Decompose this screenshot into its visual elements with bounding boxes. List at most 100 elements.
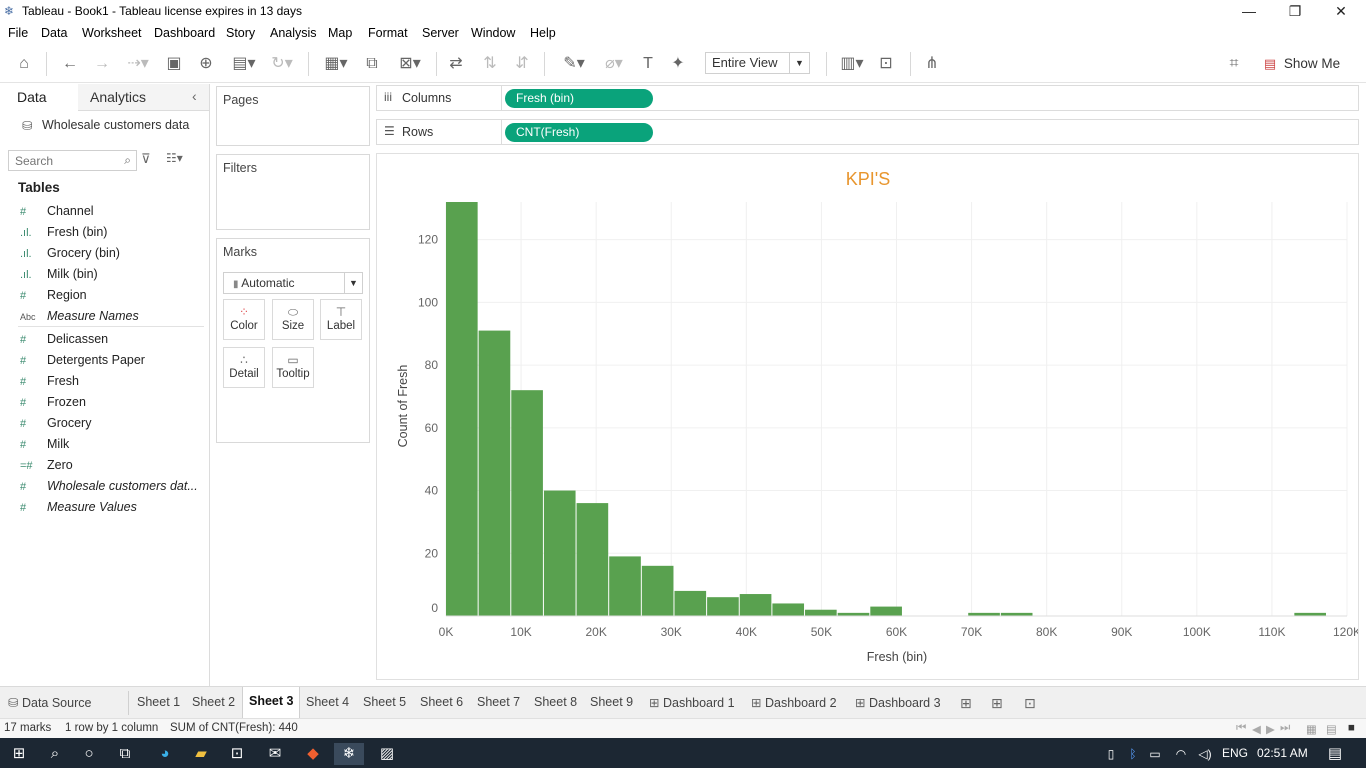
field-item[interactable]: # Milk <box>20 437 205 458</box>
menu-analysis[interactable]: Analysis <box>270 26 317 40</box>
file-explorer-icon[interactable]: ▰ <box>195 745 207 762</box>
show-me-icon[interactable]: ▤ <box>1263 56 1277 71</box>
nav-prev-icon[interactable]: ◀ <box>1252 724 1261 736</box>
pin-icon[interactable]: ✦ <box>671 55 685 72</box>
field-item[interactable]: # Frozen <box>20 395 205 416</box>
view-options-icon[interactable]: ☷▾ <box>166 151 183 165</box>
field-item[interactable]: =# Zero <box>20 458 205 479</box>
pages-card[interactable]: Pages <box>216 86 370 146</box>
language-indicator[interactable]: ENG <box>1222 746 1249 760</box>
replay-icon[interactable]: ⇢▾ <box>127 55 149 72</box>
close-button[interactable]: ✕ <box>1335 3 1347 19</box>
menu-server[interactable]: Server <box>422 26 459 40</box>
menu-help[interactable]: Help <box>530 26 556 40</box>
detail-button[interactable]: ∴ Detail <box>223 347 265 388</box>
nav-first-icon[interactable]: ⏮ <box>1236 722 1247 734</box>
restore-button[interactable]: ❐ <box>1288 3 1302 19</box>
tab-sheet-7[interactable]: Sheet 7 <box>477 695 521 709</box>
redo-icon[interactable]: → <box>94 55 110 72</box>
tooltip-button[interactable]: ▭ Tooltip <box>272 347 314 388</box>
menu-story[interactable]: Story <box>226 26 256 40</box>
volume-icon[interactable]: ◁) <box>1198 747 1212 761</box>
refresh-icon[interactable]: ↻▾ <box>271 55 293 72</box>
tab-sheet-6[interactable]: Sheet 6 <box>420 695 464 709</box>
filters-card[interactable]: Filters <box>216 154 370 230</box>
undo-icon[interactable]: ← <box>62 55 78 72</box>
mail-icon[interactable]: ✉ <box>268 745 282 762</box>
field-item[interactable]: Abc Measure Names <box>20 309 205 330</box>
field-item[interactable]: # Region <box>20 288 205 309</box>
cortana-icon[interactable]: ○ <box>84 745 94 762</box>
edge-icon[interactable]: ◕ <box>160 745 170 762</box>
bluetooth-icon[interactable]: ᛒ <box>1129 747 1137 761</box>
tab-analytics[interactable]: Analytics ‹ <box>78 84 209 111</box>
store-icon[interactable]: ⊡ <box>230 745 244 762</box>
task-view-icon[interactable]: ⧉ <box>119 745 131 762</box>
swap-icon[interactable]: ⇄ <box>449 55 463 72</box>
field-item[interactable]: # Channel <box>20 204 205 225</box>
new-dashboard-icon[interactable]: ⊞ <box>991 695 1003 711</box>
label-button[interactable]: ⊤ Label <box>320 299 362 340</box>
menu-file[interactable]: File <box>8 26 29 40</box>
filter-icon[interactable]: ⊽ <box>141 151 151 166</box>
tab-sheet-8[interactable]: Sheet 8 <box>534 695 578 709</box>
menu-dashboard[interactable]: Dashboard <box>154 26 216 40</box>
clock[interactable]: 02:51 AM <box>1257 746 1308 760</box>
brave-icon[interactable]: ◆ <box>307 745 319 762</box>
field-item[interactable]: # Fresh <box>20 374 205 395</box>
menu-window[interactable]: Window <box>471 26 516 40</box>
film-strip-icon[interactable]: ▦ <box>1306 724 1317 736</box>
rows-shelf[interactable]: ☰ Rows CNT(Fresh) <box>376 119 1359 145</box>
tab-dashboard-3[interactable]: ⊞ Dashboard 3 <box>855 695 941 710</box>
menu-map[interactable]: Map <box>328 26 353 40</box>
new-datasource-icon[interactable]: ⊕ <box>199 55 213 72</box>
minimize-button[interactable]: — <box>1242 3 1256 19</box>
new-worksheet-icon[interactable]: ▦▾ <box>324 55 348 72</box>
sort-descending-icon[interactable]: ⇵ <box>515 55 529 72</box>
tab-sheet-1[interactable]: Sheet 1 <box>137 695 181 709</box>
pause-updates-icon[interactable]: ▤▾ <box>232 55 256 72</box>
format-painter-icon[interactable]: ⌗ <box>1229 55 1239 72</box>
search-icon[interactable]: ⌕ <box>50 745 60 762</box>
columns-shelf[interactable]: iii Columns Fresh (bin) <box>376 85 1359 111</box>
tableau-taskbar-icon[interactable]: ❄ <box>334 743 364 765</box>
notifications-icon[interactable]: ▤ <box>1327 745 1343 762</box>
photos-icon[interactable]: ▨ <box>379 745 395 762</box>
tabs-view-icon[interactable]: ▤ <box>1326 724 1337 736</box>
field-item[interactable]: # Delicassen <box>20 332 205 353</box>
presentation-icon[interactable]: ⊡ <box>879 55 893 72</box>
search-box[interactable]: ⌕ <box>8 150 137 171</box>
size-button[interactable]: ⬭ Size <box>272 299 314 340</box>
mark-type-select[interactable]: ▮ Automatic ▼ <box>223 272 363 294</box>
windows-start-icon[interactable]: ⊞ <box>12 745 26 762</box>
usb-icon[interactable]: ▯ <box>1107 747 1115 761</box>
view-fit-select[interactable]: Entire View ▼ <box>705 52 810 74</box>
tab-data[interactable]: Data <box>0 84 78 111</box>
highlight-icon[interactable]: ✎▾ <box>563 55 585 72</box>
data-source-tab[interactable]: ⛁ Data Source <box>8 695 91 710</box>
field-item[interactable]: # Measure Values <box>20 500 205 521</box>
collapse-pane-icon[interactable]: ‹ <box>192 88 197 104</box>
sort-ascending-icon[interactable]: ⇅ <box>483 55 497 72</box>
field-item[interactable]: # Detergents Paper <box>20 353 205 374</box>
menu-format[interactable]: Format <box>368 26 408 40</box>
duplicate-icon[interactable]: ⧉ <box>366 55 378 72</box>
battery-icon[interactable]: ▭ <box>1149 747 1161 761</box>
group-icon[interactable]: ⌀▾ <box>605 55 623 72</box>
field-item[interactable]: .ıl. Milk (bin) <box>20 267 205 288</box>
show-cards-icon[interactable]: ▥▾ <box>840 55 864 72</box>
columns-pill[interactable]: Fresh (bin) <box>505 89 653 108</box>
color-button[interactable]: ⁘ Color <box>223 299 265 340</box>
menu-data[interactable]: Data <box>41 26 68 40</box>
new-worksheet-icon[interactable]: ⊞ <box>960 695 972 711</box>
save-icon[interactable]: ▣ <box>166 55 182 72</box>
tab-dashboard-1[interactable]: ⊞ Dashboard 1 <box>649 695 735 710</box>
home-icon[interactable]: ⌂ <box>19 55 29 72</box>
tab-dashboard-2[interactable]: ⊞ Dashboard 2 <box>751 695 837 710</box>
tab-sheet-2[interactable]: Sheet 2 <box>192 695 236 709</box>
field-item[interactable]: .ıl. Grocery (bin) <box>20 246 205 267</box>
show-me-button[interactable]: Show Me <box>1283 56 1341 71</box>
field-item[interactable]: # Grocery <box>20 416 205 437</box>
share-icon[interactable]: ⋔ <box>925 55 939 72</box>
nav-next-icon[interactable]: ▶ <box>1266 724 1275 736</box>
